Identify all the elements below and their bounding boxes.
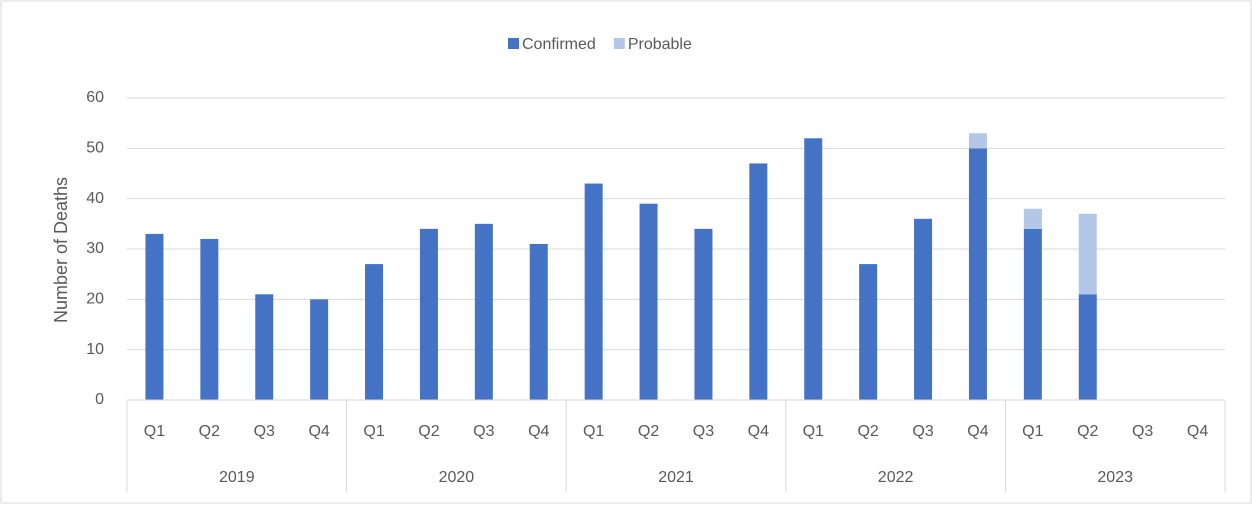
bar-segment — [914, 218, 933, 400]
y-axis-title: Number of Deaths — [51, 177, 71, 323]
x-tick-label: Q4 — [308, 423, 329, 440]
bar-segment — [1023, 228, 1042, 400]
y-tick-label: 30 — [86, 240, 104, 257]
group-label: 2020 — [439, 469, 475, 486]
bar-segment — [365, 264, 384, 400]
group-label: 2023 — [1097, 469, 1133, 486]
bar-segment — [419, 228, 438, 400]
y-tick-label: 60 — [86, 89, 104, 106]
bar-segment — [1023, 208, 1042, 229]
bar-segment — [859, 264, 878, 400]
bar-segment — [639, 203, 658, 400]
y-tick-label: 20 — [86, 291, 104, 308]
x-tick-label: Q2 — [1077, 423, 1098, 440]
x-tick-label: Q1 — [363, 423, 384, 440]
bar-segment — [694, 228, 713, 400]
x-tick-label: Q3 — [473, 423, 494, 440]
bar-segment — [968, 133, 987, 149]
x-tick-label: Q1 — [1022, 423, 1043, 440]
bar-segment — [529, 243, 548, 400]
y-tick-label: 0 — [95, 391, 104, 408]
legend-label: Confirmed — [522, 36, 596, 53]
x-tick-label: Q4 — [1187, 423, 1208, 440]
bar-segment — [1078, 213, 1097, 295]
legend-swatch — [613, 38, 625, 49]
x-tick-label: Q3 — [693, 423, 714, 440]
y-tick-label: 40 — [86, 190, 104, 207]
bar-segment — [200, 238, 219, 400]
bar-segment — [255, 294, 274, 400]
y-tick-label: 50 — [86, 140, 104, 157]
x-tick-label: Q4 — [967, 423, 988, 440]
x-tick-label: Q4 — [528, 423, 549, 440]
x-tick-label: Q2 — [418, 423, 439, 440]
x-tick-label: Q2 — [638, 423, 659, 440]
bar-segment — [804, 138, 823, 400]
x-tick-label: Q1 — [803, 423, 824, 440]
bar-segment — [145, 233, 164, 400]
bar-segment — [474, 223, 493, 400]
bar-segment — [584, 183, 603, 400]
bar-segment — [968, 148, 987, 400]
x-tick-label: Q1 — [583, 423, 604, 440]
bar-segment — [310, 299, 329, 400]
legend-swatch — [508, 38, 519, 49]
x-tick-label: Q3 — [254, 423, 275, 440]
group-label: 2022 — [878, 469, 914, 486]
x-tick-label: Q3 — [1132, 423, 1153, 440]
x-tick-label: Q1 — [144, 423, 165, 440]
x-tick-label: Q2 — [199, 423, 220, 440]
group-label: 2019 — [219, 469, 255, 486]
bar-segment — [1078, 294, 1097, 400]
y-tick-label: 10 — [86, 341, 104, 358]
bar-segment — [749, 163, 768, 400]
x-tick-label: Q2 — [857, 423, 878, 440]
x-tick-label: Q4 — [748, 423, 769, 440]
group-label: 2021 — [658, 469, 694, 486]
legend-label: Probable — [628, 36, 692, 53]
x-tick-label: Q3 — [912, 423, 933, 440]
